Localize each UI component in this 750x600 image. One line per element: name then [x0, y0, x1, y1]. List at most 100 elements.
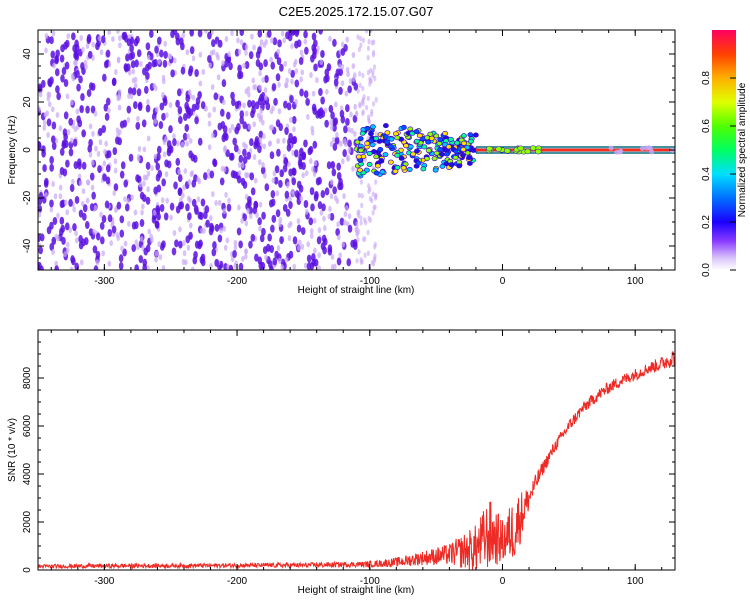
- spectrogram-noise-dot: [136, 49, 142, 58]
- spectrogram-noise-dot: [77, 161, 82, 170]
- spectrogram-signal-dot: [427, 131, 434, 137]
- spectrogram-noise-dot: [264, 38, 268, 45]
- spectrogram-noise-dot: [350, 127, 354, 134]
- spectrogram-noise-dot: [343, 125, 348, 134]
- spectrogram-noise-dot: [99, 221, 105, 230]
- spectrogram-noise-dot: [185, 203, 190, 212]
- spectrogram-noise-dot: [338, 63, 342, 70]
- spectrogram-fringe-dot: [366, 95, 370, 102]
- spectrogram-noise-dot: [284, 190, 290, 199]
- spectrogram-noise-dot: [255, 211, 259, 218]
- spectrogram-fringe-dot: [356, 228, 361, 235]
- spectrogram-noise-dot: [306, 254, 312, 263]
- spectrogram-noise-dot: [303, 199, 309, 208]
- spectrogram-noise-dot: [232, 137, 237, 146]
- spectrogram-noise-dot: [303, 38, 308, 45]
- spectrogram-noise-dot: [200, 198, 206, 207]
- spectrogram-noise-dot: [38, 211, 42, 218]
- spectrogram-noise-dot: [232, 250, 237, 259]
- spectrogram-noise-dot: [268, 124, 273, 131]
- spectrogram-noise-dot: [136, 115, 140, 122]
- spectrogram-noise-dot: [338, 177, 343, 186]
- spectrogram-noise-dot: [292, 236, 298, 245]
- spectrogram-fringe-dot: [357, 46, 362, 53]
- spectrogram-noise-dot: [116, 57, 121, 64]
- spectrogram-noise-dot: [159, 203, 165, 212]
- spectrogram-noise-dot: [205, 219, 210, 228]
- spectrogram-noise-dot: [184, 123, 190, 132]
- spectrogram-noise-dot: [269, 244, 275, 253]
- colorbar-ticks: 0.0 0.2 0.4 0.6 0.8: [701, 71, 736, 277]
- spectrogram-noise-dot: [275, 73, 281, 82]
- spectrogram-signal-dot: [456, 163, 463, 169]
- spectrogram-noise-dot: [303, 90, 309, 99]
- spectrogram-noise-dot: [96, 150, 101, 157]
- spectrogram-fringe-dot: [370, 197, 374, 204]
- spectrogram-noise-dot: [279, 169, 285, 178]
- spectrogram-noise-dot: [275, 209, 281, 218]
- spectrogram-noise-dot: [129, 93, 134, 100]
- spectrogram-signal-dot: [420, 166, 427, 172]
- spectrogram-noise-dot: [156, 152, 161, 161]
- spectrogram-noise-dot: [211, 49, 216, 56]
- spectrogram-noise-dot: [333, 195, 338, 202]
- spectrogram-noise-dot: [344, 205, 349, 212]
- spectrogram-noise-dot: [197, 137, 203, 146]
- spectrogram-noise-dot: [93, 265, 99, 270]
- spectrogram-noise-dot: [104, 200, 110, 209]
- spectrogram-noise-dot: [159, 49, 164, 58]
- spectrogram-noise-dot: [118, 254, 124, 263]
- spectrogram-noise-dot: [224, 191, 228, 198]
- spectrogram-noise-dot: [320, 96, 325, 105]
- spectrogram-noise-dot: [126, 197, 130, 204]
- spectrogram-noise-dot: [107, 61, 112, 68]
- spectrogram-noise-dot: [221, 79, 227, 88]
- spectrogram-noise-dot: [317, 201, 323, 210]
- spectrogram-noise-dot: [309, 71, 313, 78]
- spectrogram-noise-dot: [298, 147, 304, 156]
- spectrogram-noise-dot: [289, 95, 294, 104]
- spectrogram-noise-dot: [246, 151, 252, 160]
- spectrogram-noise-dot: [39, 233, 45, 242]
- spectrogram-noise-dot: [102, 160, 107, 167]
- spectrogram-noise-dot: [44, 47, 48, 54]
- spectrogram-noise-dot: [68, 117, 74, 126]
- spectrogram-noise-dot: [45, 110, 50, 117]
- spectrogram-noise-dot: [252, 84, 256, 91]
- snr-x-label: Height of straight line (km): [298, 585, 415, 596]
- spectrogram-noise-dot: [128, 153, 134, 162]
- spectrogram-noise-dot: [182, 239, 186, 246]
- spectrogram-noise-dot: [277, 257, 282, 264]
- spectrogram-noise-dot: [286, 102, 292, 111]
- spectrogram-noise-dot: [271, 214, 277, 223]
- spectrogram-noise-dot: [175, 32, 180, 41]
- spectrogram-noise-dot: [59, 54, 65, 63]
- spectrogram-noise-dot: [269, 56, 273, 63]
- spectrogram-noise-dot: [71, 32, 76, 41]
- spectrogram-fringe-dot: [364, 219, 368, 226]
- spectrogram-noise-dot: [91, 191, 96, 200]
- spectrogram-noise-dot: [183, 113, 188, 122]
- snr-y-tick-label: 2000: [22, 510, 33, 533]
- spectrogram-noise-dot: [59, 147, 65, 156]
- spectrogram-noise-dot: [178, 116, 183, 125]
- spectrogram-noise-dot: [161, 240, 166, 249]
- spectrogram-noise-dot: [156, 145, 162, 154]
- spectrogram-noise-dot: [196, 176, 200, 183]
- spectrogram-noise-dot: [318, 30, 323, 35]
- spectrogram-noise-dot: [226, 203, 232, 212]
- spectrogram-noise-dot: [115, 231, 120, 238]
- spectrogram-noise-dot: [68, 227, 73, 234]
- spectrogram-noise-dot: [100, 35, 106, 44]
- spectrogram-noise-dot: [258, 225, 262, 232]
- spectrogram-noise-dot: [168, 101, 173, 108]
- spectrogram-noise-dot: [237, 204, 241, 211]
- spectrogram-noise-dot: [237, 64, 242, 73]
- spectrogram-signal-dot: [384, 139, 391, 145]
- spectrogram-noise-dot: [162, 59, 168, 68]
- spectrogram-noise-dot: [103, 103, 109, 112]
- spectrogram-noise-dot: [332, 38, 337, 47]
- spectrogram-noise-dot: [221, 60, 225, 67]
- spectrogram-noise-dot: [44, 192, 48, 199]
- spectrogram-noise-dot: [200, 101, 206, 110]
